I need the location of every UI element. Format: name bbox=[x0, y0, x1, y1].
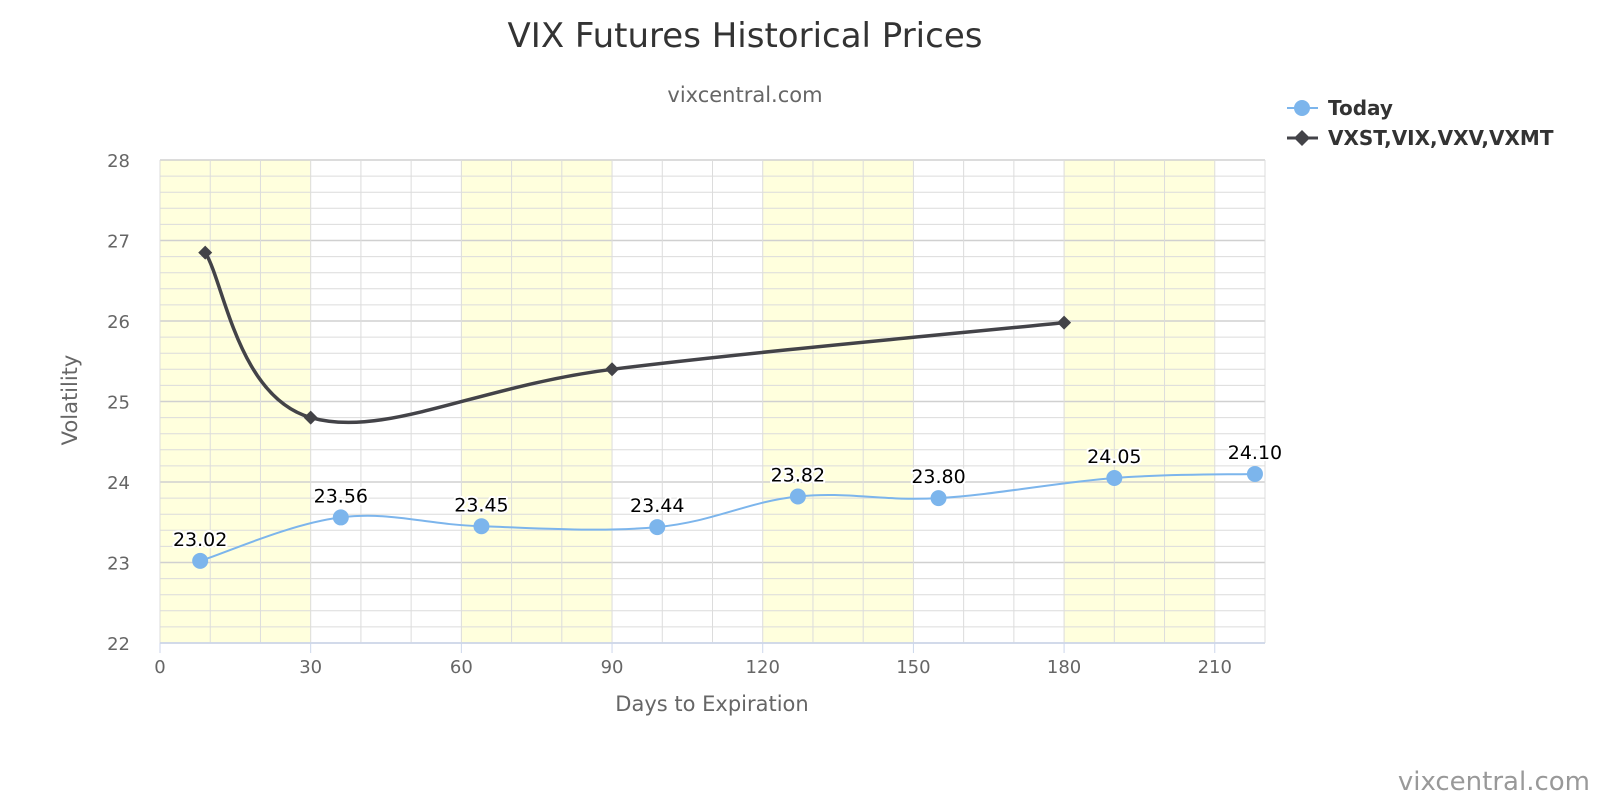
x-tick-label: 90 bbox=[601, 657, 624, 678]
x-tick-label: 30 bbox=[299, 657, 322, 678]
data-label-5: 23.80 bbox=[911, 466, 965, 488]
today-point-4 bbox=[789, 488, 806, 505]
legend-term-label: VXST,VIX,VXV,VXMT bbox=[1328, 126, 1554, 150]
data-label-6: 24.05 bbox=[1087, 446, 1141, 468]
chart-subtitle: vixcentral.com bbox=[667, 83, 822, 107]
legend-today-marker bbox=[1294, 100, 1310, 116]
data-label-0: 23.02 bbox=[173, 529, 227, 551]
term-structure-point-2 bbox=[605, 362, 620, 377]
credit-text[interactable]: vixcentral.com bbox=[1398, 767, 1590, 797]
term-structure-point-0 bbox=[198, 245, 213, 260]
x-tick-label: 120 bbox=[746, 657, 780, 678]
x-tick-label: 0 bbox=[154, 657, 165, 678]
x-axis-title: Days to Expiration bbox=[615, 692, 808, 716]
axes: 0 30 60 90 120 150 180 210 22 23 24 25 26 27 28 bbox=[107, 151, 1265, 678]
today-point-6 bbox=[1106, 469, 1123, 486]
x-tick-label: 180 bbox=[1047, 657, 1081, 678]
legend-term-marker bbox=[1294, 130, 1310, 146]
y-tick-label: 22 bbox=[107, 634, 130, 655]
y-tick-label: 28 bbox=[107, 151, 130, 172]
y-tick-label: 26 bbox=[107, 312, 130, 333]
today-point-2 bbox=[473, 518, 490, 535]
y-tick-label: 25 bbox=[107, 393, 130, 414]
term-structure-point-3 bbox=[1057, 315, 1072, 330]
y-tick-label: 23 bbox=[107, 554, 130, 575]
x-tick-label: 150 bbox=[896, 657, 930, 678]
series-lines bbox=[199, 251, 1255, 562]
data-label-7: 24.10 bbox=[1228, 442, 1282, 464]
x-tick-label: 60 bbox=[450, 657, 473, 678]
legend-item-today[interactable]: Today bbox=[1287, 96, 1393, 120]
x-tick-label: 210 bbox=[1198, 657, 1232, 678]
today-point-5 bbox=[930, 490, 947, 507]
series-line-0 bbox=[199, 472, 1255, 562]
today-point-0 bbox=[192, 552, 209, 569]
today-point-3 bbox=[649, 519, 666, 536]
data-label-3: 23.44 bbox=[630, 495, 684, 517]
y-tick-label: 27 bbox=[107, 232, 130, 253]
term-structure-point-1 bbox=[303, 410, 318, 425]
chart-title: VIX Futures Historical Prices bbox=[508, 16, 983, 56]
legend: Today VXST,VIX,VXV,VXMT bbox=[1287, 96, 1554, 150]
data-label-4: 23.82 bbox=[771, 464, 825, 486]
data-label-1: 23.56 bbox=[314, 485, 368, 507]
data-label-2: 23.45 bbox=[454, 494, 508, 516]
legend-today-label: Today bbox=[1328, 96, 1393, 120]
series-markers bbox=[192, 245, 1263, 569]
series-line-1 bbox=[203, 251, 1065, 425]
today-point-1 bbox=[332, 509, 349, 526]
y-tick-label: 24 bbox=[107, 473, 130, 494]
y-axis-title: Volatility bbox=[58, 355, 82, 446]
legend-item-vxst-vix-vxv-vxmt[interactable]: VXST,VIX,VXV,VXMT bbox=[1287, 126, 1554, 150]
data-labels: 23.02 23.56 23.45 23.44 23.82 23.80 24.05 24.10 bbox=[171, 440, 1284, 553]
today-point-7 bbox=[1246, 465, 1263, 482]
